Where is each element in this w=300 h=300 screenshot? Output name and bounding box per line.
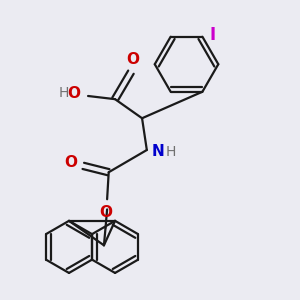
Text: O: O <box>67 86 80 101</box>
Text: H: H <box>165 145 176 159</box>
Text: O: O <box>99 205 112 220</box>
Text: N: N <box>152 144 164 159</box>
Text: H: H <box>58 86 69 100</box>
Text: O: O <box>64 155 77 170</box>
Text: O: O <box>126 52 139 67</box>
Text: I: I <box>209 26 215 44</box>
